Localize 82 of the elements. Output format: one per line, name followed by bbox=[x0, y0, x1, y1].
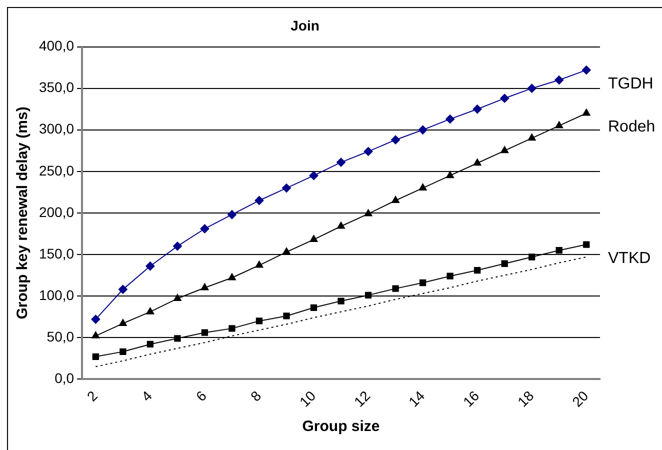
point bbox=[472, 104, 482, 114]
point bbox=[200, 283, 209, 290]
x-tick-label: 16 bbox=[460, 387, 482, 410]
point bbox=[227, 210, 236, 220]
series-label: VTKD bbox=[608, 250, 651, 267]
point bbox=[554, 76, 564, 85]
chart-title: Join bbox=[290, 17, 320, 34]
point bbox=[173, 294, 182, 302]
point bbox=[391, 135, 400, 144]
point bbox=[500, 94, 510, 103]
y-tick-label: 400,0 bbox=[38, 38, 74, 54]
x-tick-label: 20 bbox=[568, 387, 592, 410]
point bbox=[364, 292, 372, 299]
point bbox=[337, 222, 345, 229]
point bbox=[256, 318, 263, 324]
y-tick-label: 200,0 bbox=[38, 204, 74, 220]
point bbox=[528, 134, 536, 141]
point bbox=[446, 114, 455, 124]
point bbox=[309, 171, 318, 180]
y-tick-label: 150,0 bbox=[38, 245, 74, 262]
point bbox=[338, 298, 344, 304]
point bbox=[474, 266, 481, 274]
point bbox=[392, 285, 399, 292]
y-tick-label: 300,0 bbox=[38, 120, 74, 137]
x-tick-label: 12 bbox=[350, 387, 374, 410]
point bbox=[118, 318, 127, 326]
point bbox=[282, 248, 290, 254]
point bbox=[446, 171, 454, 178]
point bbox=[501, 260, 508, 267]
x-tick-label: 10 bbox=[296, 387, 319, 410]
y-tick-label: 350,0 bbox=[38, 79, 74, 96]
x-axis-title: Group size bbox=[302, 418, 380, 436]
point bbox=[583, 241, 590, 248]
point bbox=[228, 273, 236, 280]
point bbox=[146, 262, 155, 271]
point bbox=[392, 196, 400, 203]
point bbox=[527, 84, 536, 93]
point bbox=[255, 260, 264, 268]
x-tick-label: 8 bbox=[247, 387, 264, 404]
y-tick-label: 50,0 bbox=[46, 328, 74, 344]
x-tick-label: 14 bbox=[405, 387, 428, 410]
y-tick-label: 250,0 bbox=[38, 162, 74, 178]
point bbox=[310, 235, 318, 242]
point bbox=[555, 121, 564, 128]
point bbox=[446, 272, 454, 280]
point bbox=[282, 184, 291, 193]
point bbox=[228, 325, 236, 332]
x-tick-label: 2 bbox=[84, 387, 101, 404]
point bbox=[146, 307, 154, 314]
point bbox=[120, 348, 126, 356]
point bbox=[582, 66, 591, 75]
point bbox=[254, 196, 264, 205]
point bbox=[118, 284, 128, 294]
point bbox=[582, 108, 590, 116]
x-tick-label: 4 bbox=[138, 387, 156, 404]
x-tick-label: 18 bbox=[514, 387, 537, 410]
y-axis-title: Group key renewal delay (ms) bbox=[14, 106, 32, 320]
point bbox=[200, 224, 210, 234]
series-label: TGDH bbox=[608, 75, 654, 92]
y-tick-label: 0,0 bbox=[54, 370, 74, 386]
point bbox=[500, 146, 509, 154]
series-label: Rodeh bbox=[608, 118, 656, 136]
point bbox=[172, 242, 182, 251]
point bbox=[418, 125, 428, 134]
point bbox=[473, 158, 482, 166]
point bbox=[364, 209, 372, 216]
point bbox=[91, 314, 100, 324]
y-tick-label: 100,0 bbox=[38, 286, 74, 303]
x-tick-label: 6 bbox=[192, 387, 210, 404]
point bbox=[92, 331, 100, 338]
point bbox=[174, 335, 181, 342]
point bbox=[528, 254, 536, 260]
point bbox=[556, 247, 562, 254]
point bbox=[336, 158, 346, 167]
point bbox=[146, 340, 154, 348]
point bbox=[92, 353, 99, 360]
point bbox=[364, 146, 373, 156]
point bbox=[310, 304, 318, 311]
point bbox=[201, 329, 208, 336]
point bbox=[419, 279, 426, 286]
point bbox=[283, 312, 290, 320]
point bbox=[418, 184, 427, 191]
